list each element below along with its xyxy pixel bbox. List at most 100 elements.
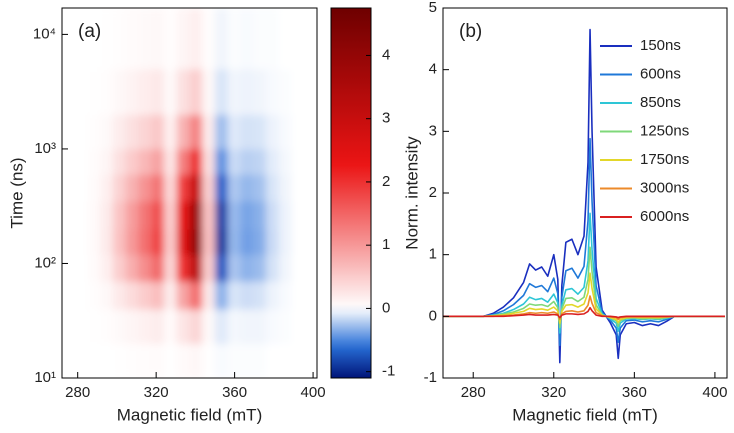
- legend-label: 3000ns: [640, 179, 689, 196]
- heatmap-cell: [240, 8, 254, 70]
- heatmap-cell: [291, 309, 305, 345]
- y-axis-label: Norm. intensity: [402, 136, 421, 250]
- heatmap-cell: [125, 201, 139, 230]
- heatmap-cell: [227, 281, 241, 310]
- heatmap-cell: [240, 148, 254, 175]
- heatmap-cell: [215, 114, 229, 150]
- heatmap-cell: [189, 201, 203, 230]
- heatmap-cell: [291, 254, 305, 282]
- heatmap-cell: [253, 174, 267, 202]
- heatmap-cell: [304, 148, 317, 175]
- heatmap-cell: [291, 201, 305, 230]
- heatmap-cell: [266, 228, 280, 255]
- x-axis-label: Magnetic field (mT): [117, 405, 262, 424]
- heatmap-cell: [278, 254, 292, 282]
- y-tick-label: 10³: [34, 140, 56, 157]
- heatmap-cell: [202, 309, 216, 345]
- heatmap-cell: [100, 148, 114, 175]
- heatmap-cell: [291, 68, 305, 115]
- heatmap-cell: [164, 201, 178, 230]
- heatmap-cell: [189, 8, 203, 70]
- heatmap-cell: [227, 343, 241, 378]
- heatmap-cell: [100, 114, 114, 150]
- heatmap-cell: [240, 114, 254, 150]
- heatmap-cell: [278, 114, 292, 150]
- y-tick-label: 0: [429, 307, 437, 324]
- heatmap-cell: [202, 201, 216, 230]
- heatmap-cell: [291, 281, 305, 310]
- heatmap-cell: [215, 68, 229, 115]
- heatmap-cell: [138, 281, 152, 310]
- heatmap-cell: [176, 114, 190, 150]
- heatmap-cell: [291, 114, 305, 150]
- heatmap-cell: [113, 148, 127, 175]
- heatmap-cell: [100, 254, 114, 282]
- colorbar-tick-label: 2: [382, 173, 390, 190]
- heatmap-cell: [202, 254, 216, 282]
- x-tick-label: 400: [702, 384, 727, 401]
- heatmap-cell: [151, 148, 165, 175]
- heatmap-cell: [74, 309, 88, 345]
- heatmap-cell: [202, 281, 216, 310]
- heatmap: [62, 8, 317, 378]
- heatmap-cell: [87, 228, 101, 255]
- colorbar-tick-label: -1: [382, 363, 395, 380]
- heatmap-cell: [113, 281, 127, 310]
- legend-label: 1750ns: [640, 151, 689, 168]
- heatmap-cell: [253, 228, 267, 255]
- heatmap-cell: [291, 174, 305, 202]
- panel-label: (a): [78, 21, 101, 42]
- heatmap-cell: [304, 309, 317, 345]
- legend-label: 850ns: [640, 94, 681, 111]
- y-tick-label: 3: [429, 122, 437, 139]
- heatmap-cell: [215, 254, 229, 282]
- heatmap-cell: [227, 8, 241, 70]
- heatmap-cell: [240, 228, 254, 255]
- heatmap-cell: [62, 201, 76, 230]
- heatmap-cell: [113, 68, 127, 115]
- y-tick-label: -1: [424, 369, 437, 386]
- heatmap-cell: [87, 309, 101, 345]
- heatmap-cell: [215, 8, 229, 70]
- y-tick-label: 2: [429, 184, 437, 201]
- heatmap-cell: [266, 201, 280, 230]
- heatmap-cell: [151, 281, 165, 310]
- heatmap-cell: [278, 343, 292, 378]
- heatmap-cell: [125, 254, 139, 282]
- heatmap-cell: [266, 114, 280, 150]
- heatmap-cell: [138, 254, 152, 282]
- heatmap-cell: [74, 343, 88, 378]
- heatmap-cell: [87, 174, 101, 202]
- heatmap-cell: [164, 281, 178, 310]
- heatmap-cell: [138, 174, 152, 202]
- heatmap-cell: [215, 281, 229, 310]
- heatmap-cell: [189, 68, 203, 115]
- heatmap-cell: [62, 68, 76, 115]
- heatmap-cell: [62, 228, 76, 255]
- heatmap-cell: [62, 281, 76, 310]
- heatmap-cell: [164, 68, 178, 115]
- legend-label: 150ns: [640, 37, 681, 54]
- heatmap-cell: [138, 148, 152, 175]
- heatmap-cell: [138, 343, 152, 378]
- heatmap-cell: [253, 281, 267, 310]
- heatmap-cell: [74, 201, 88, 230]
- heatmap-cell: [151, 254, 165, 282]
- heatmap-cell: [74, 148, 88, 175]
- heatmap-cell: [176, 68, 190, 115]
- heatmap-cell: [202, 148, 216, 175]
- heatmap-cell: [189, 228, 203, 255]
- heatmap-cell: [74, 228, 88, 255]
- heatmap-cell: [62, 114, 76, 150]
- heatmap-cell: [87, 68, 101, 115]
- heatmap-cells: [62, 8, 317, 378]
- heatmap-cell: [113, 114, 127, 150]
- heatmap-cell: [151, 343, 165, 378]
- heatmap-cell: [240, 201, 254, 230]
- heatmap-cell: [227, 148, 241, 175]
- heatmap-cell: [278, 281, 292, 310]
- heatmap-cell: [189, 309, 203, 345]
- y-axis-label: Time (ns): [7, 157, 26, 228]
- heatmap-cell: [278, 201, 292, 230]
- x-tick-label: 360: [222, 384, 247, 401]
